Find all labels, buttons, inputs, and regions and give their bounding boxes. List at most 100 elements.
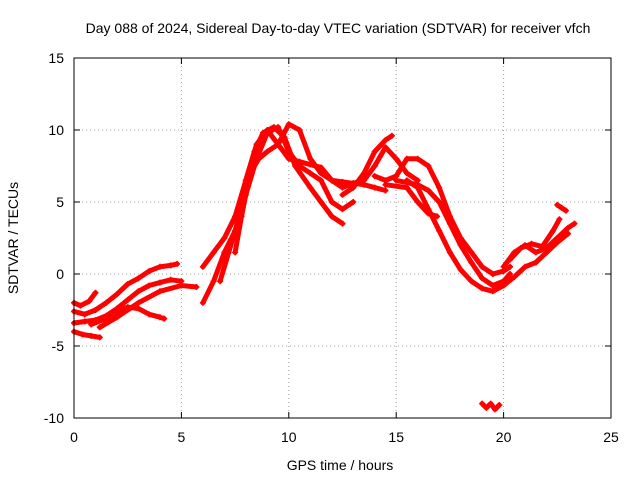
series-trace <box>372 156 513 277</box>
x-tick-label: 15 <box>388 429 404 445</box>
data-point <box>468 249 475 256</box>
series-arc-11 <box>339 132 395 198</box>
data-point <box>232 249 239 256</box>
data-point <box>371 173 378 180</box>
data-point <box>88 332 95 339</box>
series-arc-12 <box>371 155 514 277</box>
data-point <box>446 220 453 227</box>
x-tick-label: 5 <box>178 429 186 445</box>
data-point <box>388 132 395 139</box>
data-point <box>507 271 514 277</box>
data-point <box>350 199 357 205</box>
data-point <box>307 184 314 191</box>
data-point <box>318 170 325 177</box>
data-point <box>285 121 292 128</box>
data-point <box>318 177 325 184</box>
data-point <box>550 227 557 234</box>
data-point <box>270 124 277 131</box>
data-point <box>328 199 335 205</box>
data-point <box>251 148 258 155</box>
data-point <box>507 263 514 270</box>
data-point <box>339 178 346 185</box>
data-point <box>414 199 421 205</box>
data-point <box>193 283 200 290</box>
data-point <box>468 259 475 266</box>
data-point <box>247 170 254 177</box>
series-trace <box>404 177 571 294</box>
data-point <box>292 163 299 169</box>
data-point <box>77 302 84 309</box>
data-point <box>156 314 163 321</box>
x-tick-label: 20 <box>496 429 512 445</box>
data-point <box>489 282 496 289</box>
data-point <box>511 273 518 280</box>
series-arc-17 <box>507 216 563 263</box>
data-point <box>88 321 95 328</box>
data-point <box>92 289 99 296</box>
data-point <box>479 275 486 282</box>
series-arc-18 <box>554 201 569 214</box>
data-point <box>532 259 539 266</box>
data-point <box>556 216 563 223</box>
data-point <box>565 224 572 231</box>
data-point <box>307 155 314 162</box>
data-point <box>199 299 206 306</box>
data-point <box>178 282 185 289</box>
data-point <box>403 155 410 162</box>
data-point <box>225 249 232 256</box>
y-tick-label: 0 <box>56 266 64 282</box>
data-point <box>382 187 389 194</box>
data-point <box>156 263 163 270</box>
data-point <box>146 282 153 289</box>
data-point <box>103 299 110 306</box>
data-point <box>238 213 245 220</box>
data-point <box>307 170 314 177</box>
data-point <box>528 240 535 247</box>
data-point <box>571 220 578 227</box>
data-point <box>96 324 103 331</box>
plot-frame <box>73 57 612 419</box>
series-trace <box>97 283 199 330</box>
data-point <box>500 263 507 270</box>
data-point <box>425 187 432 194</box>
data-point <box>483 404 490 411</box>
data-point <box>507 256 514 263</box>
data-point <box>296 127 303 133</box>
data-point <box>156 279 163 286</box>
data-point <box>360 181 367 188</box>
data-point <box>124 281 131 288</box>
data-point <box>167 276 174 283</box>
data-point <box>81 318 88 325</box>
y-axis-label: SDTVAR / TECUs <box>5 182 21 294</box>
data-point <box>328 213 335 220</box>
data-point <box>436 227 443 234</box>
data-point <box>156 288 163 295</box>
series-trace <box>71 329 103 340</box>
tick-labels: 0 5 10 15 20 25 -10 -5 0 5 10 15 <box>44 50 619 445</box>
y-tick-label: 10 <box>48 122 64 138</box>
y-tick-label: -10 <box>44 410 64 426</box>
data-point <box>457 242 464 249</box>
data-point <box>565 230 572 237</box>
data-point <box>124 296 131 303</box>
data-point <box>135 275 142 282</box>
data-point <box>113 291 120 298</box>
data-point <box>554 235 561 241</box>
data-point <box>217 278 224 285</box>
data-point <box>457 266 464 273</box>
data-point <box>221 235 228 241</box>
data-point <box>339 220 346 227</box>
data-point <box>371 163 378 169</box>
data-point <box>487 400 494 407</box>
data-point <box>210 249 217 256</box>
data-point <box>167 262 174 269</box>
data-point <box>532 249 539 256</box>
data-point <box>500 282 507 289</box>
data-point <box>275 141 282 148</box>
data-point <box>135 299 142 306</box>
data-point <box>146 268 153 275</box>
data-point <box>79 331 86 338</box>
x-axis-label: GPS time / hours <box>287 457 394 473</box>
series-arc-19 <box>479 400 503 413</box>
